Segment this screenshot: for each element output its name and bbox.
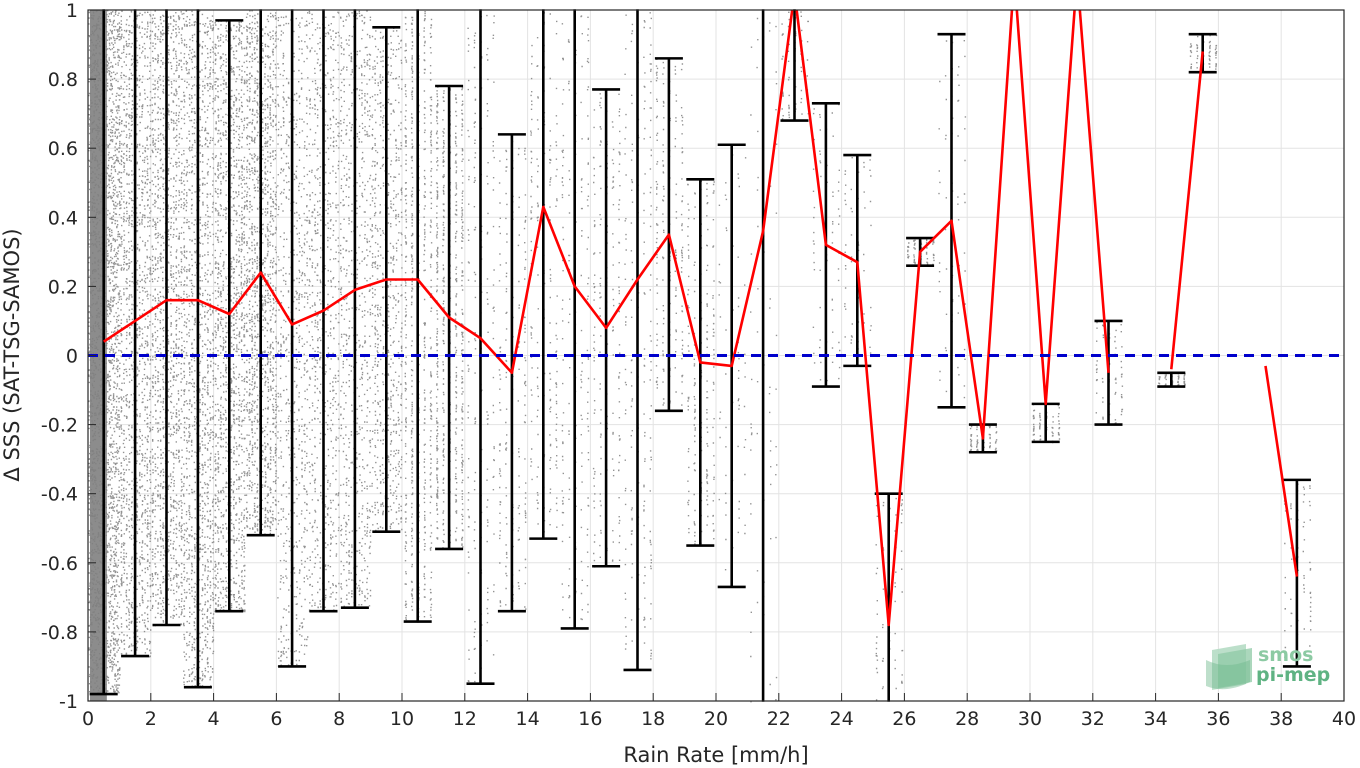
mean-line bbox=[1170, 51, 1204, 370]
y-tick-label: 0 bbox=[66, 346, 78, 368]
x-tick-label: 2 bbox=[145, 708, 157, 730]
x-tick-label: 18 bbox=[641, 708, 665, 730]
error-bar bbox=[529, 9, 558, 540]
x-tick-label: 22 bbox=[767, 708, 791, 730]
y-tick-label: 0.2 bbox=[48, 276, 78, 298]
y-tick-label: 0.6 bbox=[48, 138, 78, 160]
x-tick-label: 6 bbox=[270, 708, 282, 730]
y-axis-label: Δ SSS (SAT-TSG-SAMOS) bbox=[0, 228, 24, 481]
error-bar bbox=[121, 9, 150, 658]
y-tick-label: -0.2 bbox=[41, 415, 78, 437]
error-bar bbox=[340, 9, 369, 610]
x-axis-label: Rain Rate [mm/h] bbox=[623, 743, 808, 767]
x-tick-label: 16 bbox=[578, 708, 602, 730]
mean-line bbox=[102, 10, 1110, 627]
x-tick-label: 32 bbox=[1081, 708, 1105, 730]
x-tick-label: 40 bbox=[1332, 708, 1356, 730]
error-bar bbox=[89, 9, 118, 696]
y-axis-ticks: -1 -0.8 -0.6 -0.4 -0.2 0 0.2 0.4 0.6 0.8 1 bbox=[41, 0, 96, 713]
x-tick-label: 20 bbox=[704, 708, 728, 730]
series-lines bbox=[88, 10, 1344, 627]
logo-line2: pi-mep bbox=[1256, 664, 1330, 686]
y-tick-label: 0.8 bbox=[48, 69, 78, 91]
x-tick-label: 4 bbox=[208, 708, 220, 730]
smos-pi-mep-logo: smos pi-mep bbox=[1206, 644, 1330, 690]
y-tick-label: 0.4 bbox=[48, 207, 78, 229]
logo-line1: smos bbox=[1258, 644, 1313, 666]
mean-line bbox=[1264, 365, 1299, 577]
x-tick-label: 8 bbox=[333, 708, 345, 730]
error-bar bbox=[780, 9, 809, 122]
error-bar bbox=[152, 9, 181, 627]
x-tick-label: 36 bbox=[1206, 708, 1230, 730]
x-tick-label: 26 bbox=[892, 708, 916, 730]
x-tick-label: 12 bbox=[453, 708, 477, 730]
x-tick-label: 30 bbox=[1018, 708, 1042, 730]
y-tick-label: -0.8 bbox=[41, 622, 78, 644]
x-tick-label: 10 bbox=[390, 708, 414, 730]
error-bar bbox=[466, 9, 495, 686]
x-tick-label: 34 bbox=[1144, 708, 1168, 730]
error-bar bbox=[623, 9, 652, 672]
y-tick-label: 1 bbox=[66, 0, 78, 22]
error-bar bbox=[1157, 371, 1186, 388]
error-bar bbox=[560, 9, 589, 630]
error-bar bbox=[403, 9, 432, 623]
y-tick-label: -0.4 bbox=[41, 484, 78, 506]
error-bar bbox=[278, 9, 307, 668]
x-tick-label: 38 bbox=[1269, 708, 1293, 730]
x-tick-label: 0 bbox=[82, 708, 94, 730]
x-tick-label: 14 bbox=[516, 708, 540, 730]
x-tick-label: 28 bbox=[955, 708, 979, 730]
y-tick-label: -1 bbox=[59, 691, 78, 713]
x-tick-label: 24 bbox=[830, 708, 854, 730]
error-bar bbox=[215, 19, 244, 613]
y-tick-label: -0.6 bbox=[41, 553, 78, 575]
logo-icon bbox=[1206, 644, 1252, 690]
error-bar bbox=[183, 9, 212, 689]
x-axis-ticks: 0 2 4 6 8 10 12 14 16 18 20 22 24 26 28 30 32 34 36 38 40 bbox=[82, 693, 1356, 730]
error-bar bbox=[874, 492, 903, 702]
